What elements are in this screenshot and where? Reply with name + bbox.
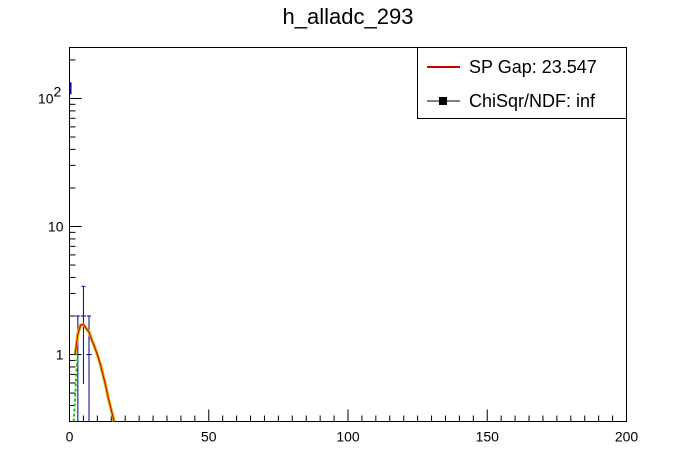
legend-label-sp-gap: SP Gap: 23.547 (469, 57, 597, 77)
y-tick-label: 1 (56, 347, 64, 363)
y-tick-label: 10 (48, 219, 64, 235)
x-tick-label: 200 (615, 429, 639, 445)
chart-title: h_alladc_293 (283, 4, 414, 29)
background-curve (72, 354, 79, 422)
legend-square-marker (439, 97, 447, 105)
legend-label-chisqr: ChiSqr/NDF: inf (469, 91, 596, 111)
x-tick-label: 0 (66, 429, 74, 445)
x-tick-label: 50 (201, 429, 217, 445)
fit-curve (74, 323, 115, 422)
x-tick-label: 100 (336, 429, 360, 445)
legend-box (417, 47, 627, 119)
fit-curve-outline (73, 322, 116, 422)
x-tick-label: 150 (476, 429, 500, 445)
y-tick-exponent: 2 (54, 83, 62, 99)
x-axis: 0 50 100 150 200 (66, 409, 639, 445)
plot-area (69, 82, 116, 422)
legend: SP Gap: 23.547 ChiSqr/NDF: inf (417, 47, 627, 119)
y-tick-label: 10 (38, 90, 54, 106)
